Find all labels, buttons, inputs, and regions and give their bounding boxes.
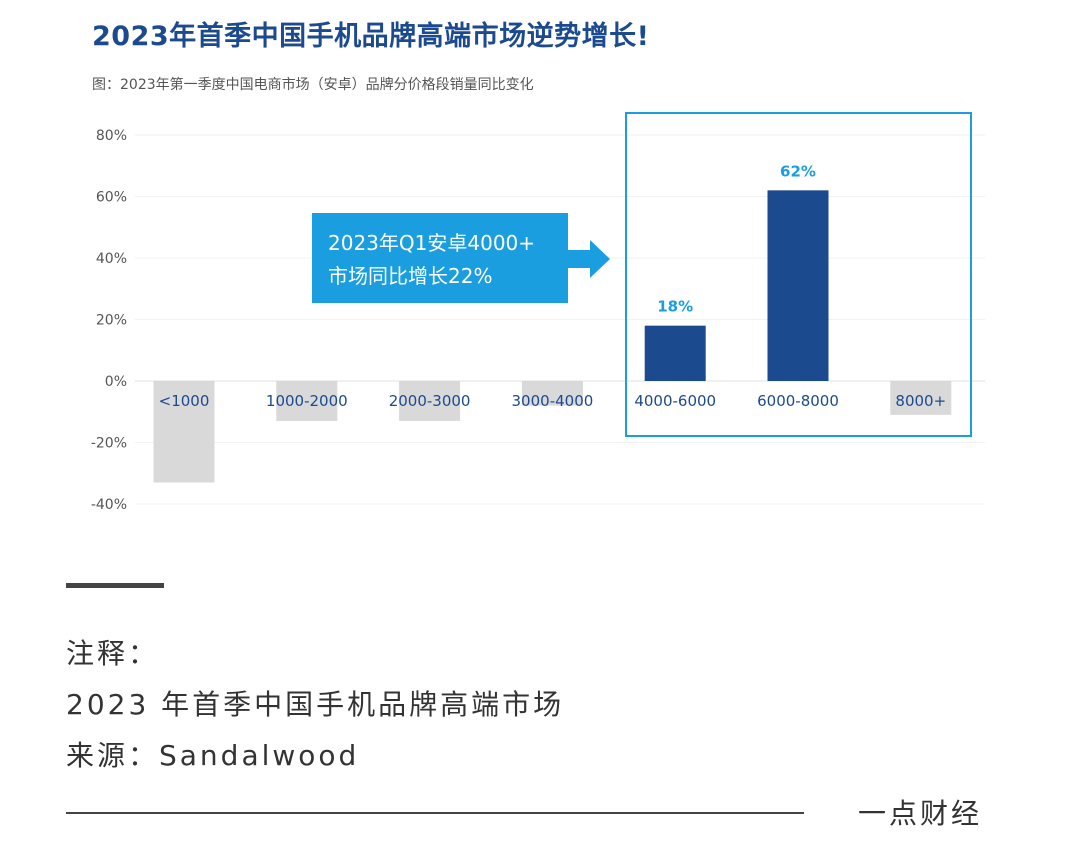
data-label: 18% — [657, 298, 693, 316]
y-tick-label: 40% — [96, 251, 127, 267]
bar-chart: 80% 60% 40% 20% 0% -20% -40% <1000 1000-2000 2000… — [91, 112, 985, 513]
y-tick-label: 0% — [105, 374, 127, 390]
data-label: 62% — [780, 162, 816, 180]
x-tick-label: 1000-2000 — [266, 392, 348, 410]
notes-label: 注释： — [66, 637, 160, 670]
highlight-box — [625, 112, 972, 437]
x-tick-label: 4000-6000 — [634, 392, 716, 410]
annotation-line-1: 2023年Q1安卓4000+ — [328, 231, 535, 255]
x-tick-label: <1000 — [159, 392, 210, 410]
page-title: 2023年首季中国手机品牌高端市场逆势增长! — [92, 21, 650, 52]
arrow-icon — [568, 240, 610, 278]
bar — [153, 381, 215, 483]
bar — [399, 381, 461, 421]
y-tick-label: 60% — [96, 190, 127, 206]
bar — [767, 190, 829, 381]
y-tick-label: 20% — [96, 313, 127, 329]
annotation-callout: 2023年Q1安卓4000+ 市场同比增长22% — [312, 213, 610, 303]
x-tick-label: 2000-3000 — [389, 392, 471, 410]
bar — [890, 381, 952, 415]
chart-subtitle: 图：2023年第一季度中国电商市场（安卓）品牌分价格段销量同比变化 — [92, 77, 534, 93]
y-tick-label: -40% — [91, 497, 127, 513]
divider-thin — [66, 812, 804, 814]
brand-name: 一点财经 — [858, 797, 983, 830]
y-tick-label: 80% — [96, 128, 127, 144]
bar — [276, 381, 338, 421]
y-tick-label: -20% — [91, 436, 127, 452]
annotation-line-2: 市场同比增长22% — [328, 264, 492, 288]
x-tick-label: 3000-4000 — [512, 392, 594, 410]
divider-thick — [66, 583, 164, 588]
x-tick-label: 6000-8000 — [757, 392, 839, 410]
annotation-box — [312, 213, 568, 303]
source-text: 来源：Sandalwood — [66, 739, 360, 772]
bar — [521, 381, 583, 406]
notes-text: 2023 年首季中国手机品牌高端市场 — [66, 688, 565, 721]
bar — [644, 325, 706, 381]
x-tick-label: 8000+ — [895, 392, 946, 410]
